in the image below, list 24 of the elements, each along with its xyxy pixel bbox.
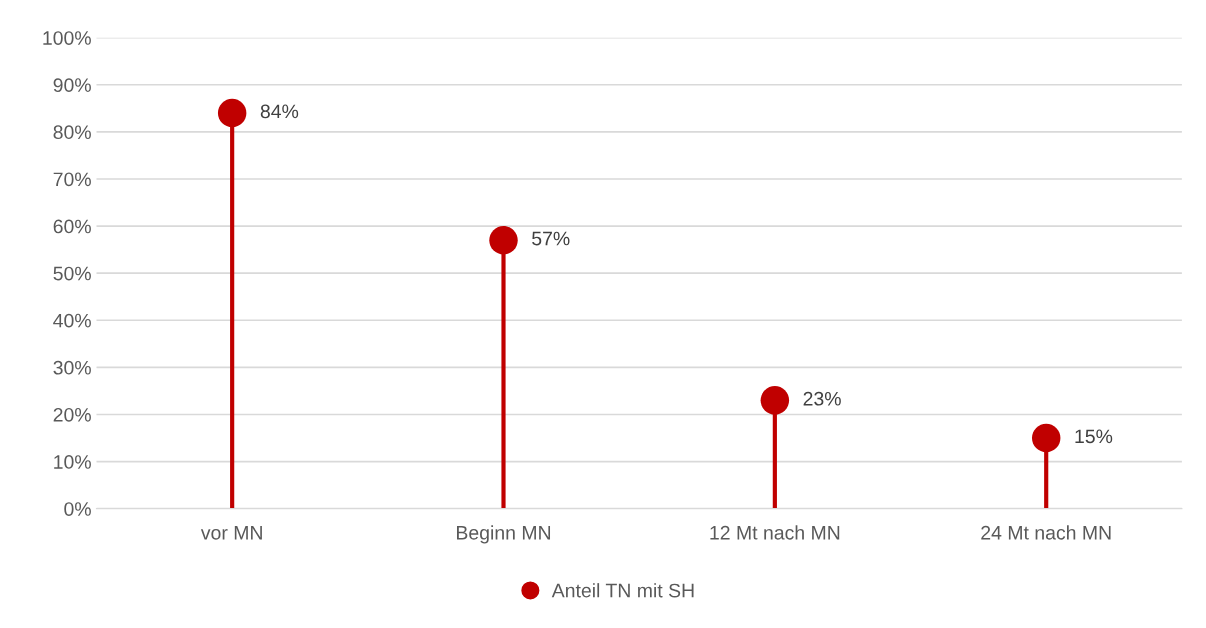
y-tick-label: 50% bbox=[53, 266, 91, 281]
y-tick-label: 0% bbox=[64, 502, 91, 516]
x-tick-label: Beginn MN bbox=[457, 525, 551, 544]
y-tick-label: 100% bbox=[43, 31, 91, 45]
point bbox=[489, 225, 518, 255]
legend-label: Anteil TN mit SH bbox=[551, 583, 694, 598]
data-label: 57% bbox=[532, 231, 570, 246]
point bbox=[760, 386, 790, 415]
x-tick-label: 24 Mt nach MN bbox=[981, 525, 1111, 540]
data-label: 15% bbox=[1075, 429, 1113, 444]
y-tick-label: 10% bbox=[54, 455, 91, 469]
data-label: 84% bbox=[260, 104, 299, 119]
y-tick-label: 90% bbox=[53, 78, 91, 93]
y-tick-label: 40% bbox=[53, 313, 91, 328]
y-tick-label: 60% bbox=[53, 219, 91, 234]
y-tick-label: 20% bbox=[53, 407, 91, 422]
x-tick-label: 12 Mt nach MN bbox=[710, 525, 840, 540]
y-tick-label: 30% bbox=[53, 360, 91, 375]
y-tick-label: 80% bbox=[53, 125, 91, 140]
data-label: 23% bbox=[803, 391, 841, 406]
y-tick-label: 70% bbox=[53, 172, 91, 187]
point bbox=[1031, 423, 1061, 453]
x-tick-label: vor MN bbox=[200, 526, 262, 540]
point bbox=[217, 98, 247, 128]
